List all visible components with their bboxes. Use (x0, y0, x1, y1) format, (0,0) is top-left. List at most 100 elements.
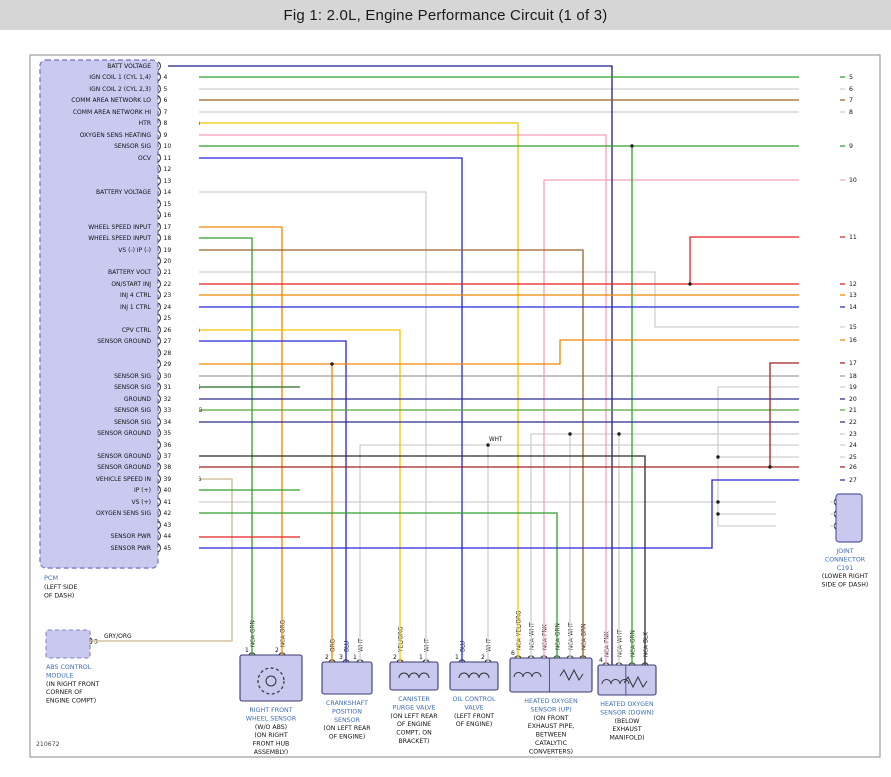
pin-number: 28 (164, 350, 172, 357)
component-heated-oxygen-sensor-up: 6NCAYEL/ORGNCAWHTNCAPNKNCAGRNNCAWHTNCABR… (509, 610, 593, 755)
pin-label: SENSOR SIG (114, 373, 151, 380)
crankshaft-position-sensor-name: SENSOR (334, 717, 361, 724)
pin-bracket (157, 279, 161, 289)
pin-label: SENSOR PWR (111, 545, 151, 552)
pin-number: 40 (164, 487, 172, 494)
pin-number: 35 (164, 430, 172, 437)
pin-number: 16 (164, 212, 172, 219)
abs-control-module-name: ABS CONTROL (46, 664, 92, 671)
pin-label: OXYGEN SENS SIG (96, 510, 151, 517)
pin-nca-label: NCA (281, 635, 287, 647)
label-mask (799, 359, 840, 367)
pin-wire-color: WHT (425, 638, 431, 652)
pin-label: SENSOR SIG (114, 384, 151, 391)
offpage-number: 16 (849, 337, 857, 344)
pin-number: 13 (164, 178, 172, 185)
heated-oxygen-sensor-up-location: EXHAUST PIPE, (528, 723, 574, 730)
pin-number: 30 (164, 373, 172, 380)
pin-number: 1 (245, 647, 249, 654)
pin-bracket (157, 61, 161, 71)
pin-number: 4 (164, 74, 168, 81)
pcm-pin-13: 13 (157, 176, 172, 186)
junction-dot (486, 443, 490, 447)
pin-wire-color: BLK (644, 632, 650, 643)
coil-symbol (458, 672, 490, 679)
pin-number: 8 (164, 120, 168, 127)
pin-bracket (157, 325, 161, 335)
pcm-pin-16: 16 (157, 210, 172, 220)
pin-number: 4 (599, 657, 603, 664)
pin-nca-label: NCA (644, 645, 650, 657)
oil-control-valve-location: OF ENGINE) (456, 721, 493, 728)
offpage-number: 24 (849, 442, 857, 449)
pin-number: 33 (164, 407, 172, 414)
label-mask (799, 233, 840, 241)
offpage-number: 9 (849, 143, 853, 150)
offpage-number: 7 (849, 97, 853, 104)
offpage-number: 5 (849, 74, 853, 81)
pin-label: VS (-) IP (-) (118, 247, 151, 254)
crankshaft-position-sensor-name: CRANKSHAFT (326, 700, 368, 707)
pin-bracket (157, 290, 161, 300)
crankshaft-position-sensor-location: OF ENGINE) (329, 734, 366, 741)
pin-label: OXYGEN SENS HEATING (80, 132, 152, 139)
wire-ORG-24 (199, 226, 283, 655)
label-mask (173, 119, 199, 127)
pin-bracket (157, 233, 161, 243)
pin-label: SENSOR SIG (114, 143, 151, 150)
offpage-number: 25 (849, 454, 857, 461)
pin-number: 6 (164, 97, 168, 104)
pin-number: 11 (164, 155, 172, 162)
pin-bracket (157, 440, 161, 450)
junction-dot (568, 432, 572, 436)
pin-label: SENSOR GROUND (97, 453, 151, 460)
label-mask (173, 337, 199, 345)
pin-wire-color: WHT (618, 629, 624, 643)
pin-nca-label: NCA (631, 645, 637, 657)
label-mask (776, 510, 830, 518)
oil-control-valve-name: VALVE (464, 704, 483, 711)
pin-bracket (157, 462, 161, 472)
joint-connector-c191-location: SIDE OF DASH) (822, 582, 869, 589)
wire-BLK-39 (199, 455, 646, 665)
pin-number: 1 (419, 654, 423, 661)
pin-nca-label: NCA (556, 638, 562, 650)
pin-wire-color: GRY/ORG (104, 633, 132, 640)
pin-label: GROUND (124, 396, 151, 403)
pin-number: 25 (164, 315, 172, 322)
label-mask (487, 435, 505, 443)
pin-number: 15 (164, 201, 172, 208)
oil-control-valve-location: (LEFT FRONT (454, 713, 494, 720)
canister-purge-valve-box (389, 661, 439, 691)
offpage-number: 8 (849, 109, 853, 116)
canister-purge-valve-name: CANISTER (398, 696, 430, 703)
label-mask (173, 223, 199, 231)
pin-bracket (157, 348, 161, 358)
label-mask (173, 452, 199, 460)
offpage-number: 10 (849, 177, 857, 184)
pin-label: BATTERY VOLT (108, 269, 151, 276)
pin-number: 12 (164, 166, 172, 173)
heated-oxygen-sensor-down-location: (BELOW (615, 718, 640, 725)
pin-bracket (157, 336, 161, 346)
wire-BLU-23 (199, 157, 463, 662)
pin-label: ON/START INJ (111, 281, 151, 288)
pin-label: INJ 4 CTRL (120, 292, 152, 299)
label-mask (173, 532, 199, 540)
pin-number: 17 (164, 224, 172, 231)
offpage-number: 22 (849, 419, 857, 426)
pcm-location: (LEFT SIDE (44, 584, 77, 591)
pin-number: 44 (164, 533, 172, 540)
pin-bracket (157, 118, 161, 128)
pin-wire-color: WHT (530, 622, 536, 636)
wire-GRN-25 (199, 237, 253, 655)
pin-label: BATT VOLTAGE (107, 63, 151, 70)
label-mask (799, 406, 840, 414)
pin-bracket (157, 245, 161, 255)
label-mask (799, 85, 840, 93)
label-mask (173, 418, 199, 426)
pin-bracket (157, 164, 161, 174)
offpage-number: 13 (849, 292, 857, 299)
